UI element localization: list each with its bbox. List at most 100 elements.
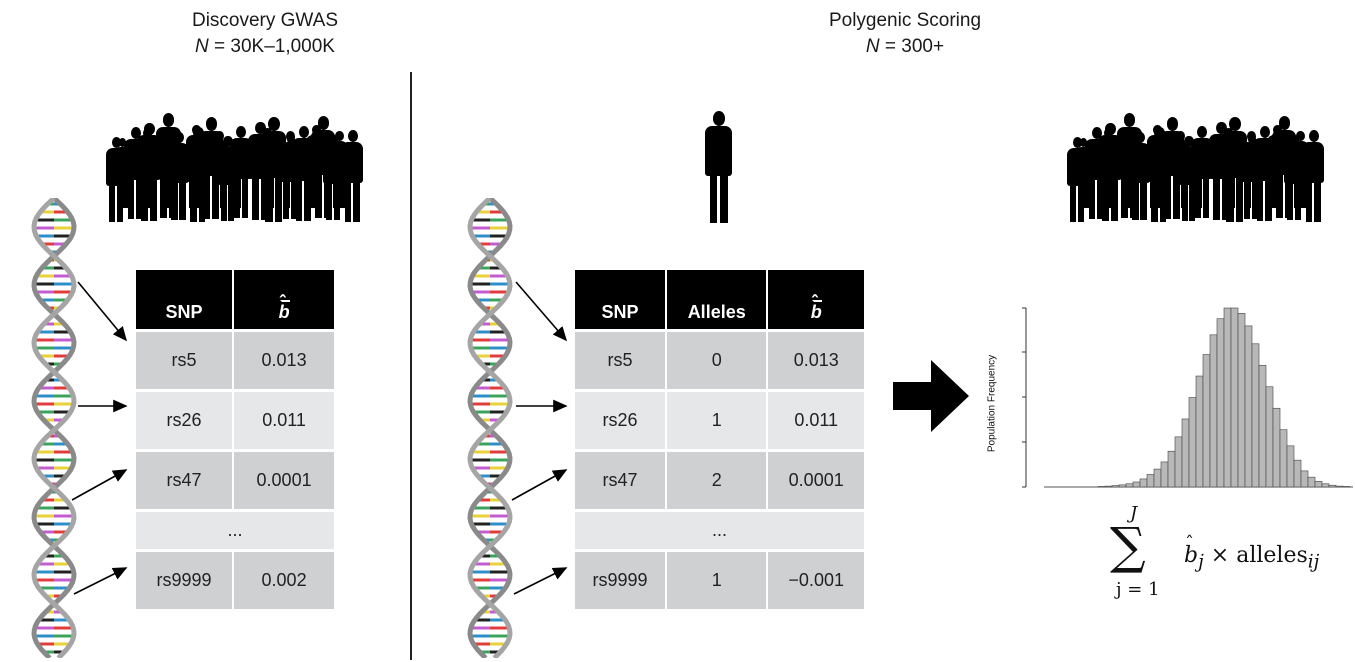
person-silhouette-icon <box>1290 131 1310 208</box>
histogram-bar <box>1188 397 1197 488</box>
table-row: rs47 0.0001 <box>136 449 334 511</box>
histogram-bar <box>1314 480 1323 488</box>
histogram-bar <box>1097 486 1106 488</box>
histogram-bar <box>1279 429 1288 488</box>
snp-id: rs47 <box>136 449 235 511</box>
snp-id: rs9999 <box>575 549 667 609</box>
snp-id: rs26 <box>136 389 235 451</box>
person-silhouette-icon <box>1242 134 1261 208</box>
arrow-icon <box>515 281 568 342</box>
discovery-gwas-heading: Discovery GWAS <box>191 10 339 31</box>
hat-accent: ˆ <box>1185 533 1194 554</box>
histogram-bar <box>1321 483 1330 488</box>
person-silhouette-icon <box>113 138 131 208</box>
person-silhouette-icon <box>1074 138 1092 208</box>
histogram-bar <box>1132 481 1141 488</box>
histogram-bar <box>1251 343 1260 488</box>
histogram-bar <box>1118 484 1127 488</box>
person-silhouette-icon <box>233 138 251 208</box>
table-row-ellipsis: ... <box>575 509 864 551</box>
person-silhouette-icon <box>257 128 278 208</box>
table-row: rs5 0.013 <box>136 329 334 391</box>
allele-count: 1 <box>666 389 769 451</box>
arrow-icon <box>73 567 128 595</box>
allele-count: 1 <box>666 549 769 609</box>
allele-count: 0 <box>666 329 769 391</box>
hat-accent: ˆ <box>279 292 286 312</box>
histogram-bar <box>1153 468 1162 488</box>
person-silhouette-icon <box>281 134 300 208</box>
person-silhouette-icon <box>1122 134 1141 208</box>
histogram-bar <box>1272 407 1281 488</box>
discovery-gwas-title: Discovery GWAS N = 30K–1,000K <box>140 8 390 60</box>
histogram-bar <box>1174 436 1183 488</box>
dna-helix-icon <box>31 198 77 658</box>
table-row: rs26 0.011 <box>136 389 334 451</box>
score-distribution-histogram <box>1022 307 1353 488</box>
beta-value: 0.0001 <box>233 449 334 511</box>
allele-count: 2 <box>666 449 769 511</box>
histogram-bar <box>1160 461 1169 488</box>
histogram-bar <box>1111 485 1120 488</box>
table-row: rs47 2 0.0001 <box>575 449 864 511</box>
person-silhouette-icon <box>1266 124 1288 208</box>
arrow-icon <box>513 567 568 595</box>
histogram-bar <box>1167 450 1176 488</box>
histogram-bar <box>1342 486 1351 488</box>
dna-helix-icon <box>467 198 513 658</box>
ellipsis: ... <box>136 509 334 551</box>
beta-value: 0.011 <box>233 389 334 451</box>
histogram-bar <box>1286 445 1295 488</box>
ellipsis: ... <box>575 509 864 551</box>
discovery-gwas-sample-size: N = 30K–1,000K <box>195 36 335 57</box>
snp-id: rs9999 <box>136 549 235 609</box>
histogram-bar <box>1216 318 1225 488</box>
person-silhouette-icon <box>1146 124 1168 208</box>
dna-backbone <box>31 198 77 658</box>
histogram-bar <box>1307 476 1316 488</box>
arrow-icon <box>511 469 568 501</box>
person-silhouette-icon <box>185 124 207 208</box>
single-person-silhouette-icon <box>698 110 738 225</box>
dna-backbone <box>467 198 513 658</box>
person-silhouette-icon <box>209 131 229 208</box>
person-silhouette-icon <box>1218 128 1239 208</box>
histogram-bar <box>1209 334 1218 488</box>
person-silhouette-icon <box>305 124 327 208</box>
histogram-bar <box>1293 459 1302 488</box>
polygenic-scoring-sample-size: N = 300+ <box>865 36 945 57</box>
beta-value: 0.002 <box>233 549 334 609</box>
person-silhouette-icon <box>137 128 158 208</box>
histogram-bar <box>1104 485 1113 488</box>
histogram-bar <box>1237 313 1246 488</box>
histogram-bar <box>1300 470 1309 488</box>
histogram-bar <box>1195 375 1204 488</box>
person-silhouette-icon <box>1170 131 1190 208</box>
beta-value: 0.013 <box>767 329 864 391</box>
snp-id: rs5 <box>136 329 235 391</box>
beta-value: −0.001 <box>767 549 864 609</box>
arrow-icon <box>71 469 128 501</box>
histogram-bar <box>1181 418 1190 488</box>
table-row: rs5 0 0.013 <box>575 329 864 391</box>
crowd-silhouette-icon <box>105 110 375 225</box>
snp-column-header: SNP <box>575 270 667 331</box>
beta-value: 0.011 <box>767 389 864 451</box>
crowd-silhouette-icon <box>1066 110 1336 225</box>
summation-sign: ∑ <box>1110 517 1146 575</box>
snp-id: rs47 <box>575 449 667 511</box>
table-row: rs9999 0.002 <box>136 549 334 609</box>
table-row: rs26 1 0.011 <box>575 389 864 451</box>
person-silhouette-icon <box>161 134 180 208</box>
histogram-bar <box>1265 386 1274 488</box>
